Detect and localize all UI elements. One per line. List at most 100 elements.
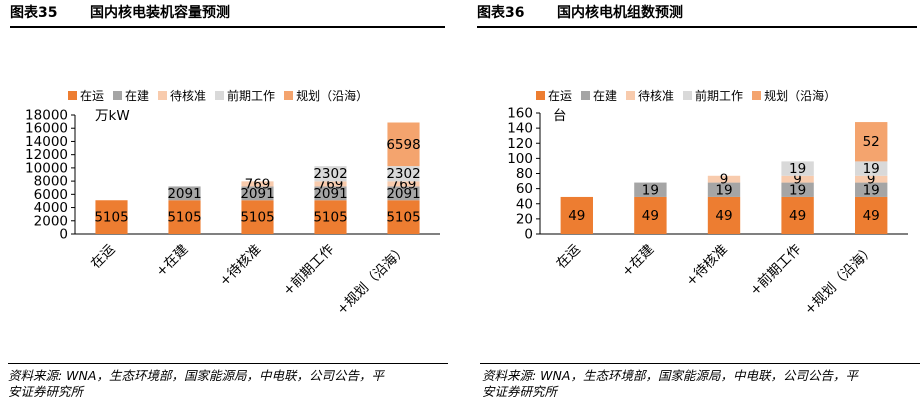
y-tick-label: 40 [516,196,533,212]
data-label: 5105 [240,210,274,226]
legend-swatch [284,91,294,100]
bar-segment [168,200,201,234]
legend-label: 规划（沿海） [296,89,369,103]
y-tick-label: 8000 [34,174,68,190]
bar-segment [707,175,741,183]
data-label: 2302 [313,166,347,182]
bar-segment [855,175,888,183]
x-tick-label: +在建 [153,242,191,280]
data-label: 19 [863,161,880,177]
legend-swatch [626,91,636,100]
bar-segment [855,196,888,234]
chart-legend: 在运 在建 待核准 前期工作 规划（沿海） [68,87,377,104]
bar-segment [241,181,274,187]
x-tick-label: +在建 [619,242,657,280]
legend-item: 规划（沿海） [284,87,368,104]
y-tick-label: 12000 [25,147,68,163]
data-label: 5105 [94,210,128,226]
legend-swatch [68,91,77,100]
y-tick-label: 80 [516,166,533,182]
source-line-1: 资料来源: WNA，生态环境部，国家能源局，中电联，公司公告，平 [482,368,858,383]
data-label: 49 [568,208,585,224]
data-label: 5105 [313,210,347,226]
bar-segment [781,196,814,234]
bar-segment [387,186,420,201]
bar-segment [241,186,274,201]
bar-segment [387,181,420,187]
y-tick-label: 0 [524,227,533,243]
figure-title-bar: 图表36 国内核电机组数预测 [477,0,917,28]
y-tick-label: 20 [516,211,533,227]
y-tick-label: 0 [59,227,68,243]
y-tick-label: 4000 [34,200,68,216]
bar-segment [387,200,420,234]
x-tick-label: 在运 [88,241,119,272]
bar-segment [241,200,274,234]
data-label: 6598 [386,137,420,153]
bar-segment [855,122,888,162]
legend-label: 在建 [593,89,618,103]
legend-item: 在运 [68,87,104,104]
data-label: 2302 [386,166,420,182]
figure-number: 图表36 [477,5,525,21]
y-tick-label: 140 [507,121,533,137]
data-label: 5105 [167,210,201,226]
chart-panel-capacity: 图表35 国内核电装机容量预测 在运 在建 待核准 前期工作 规划（沿海） 0 2000 4… [0,0,455,416]
source-note: 资料来源: WNA，生态环境部，国家能源局，中电联，公司公告，平 安证券研究所 [8,368,384,400]
source-divider [8,363,448,364]
y-tick-label: 18000 [25,108,68,124]
bar-segment [314,181,347,187]
data-label: 19 [715,182,732,198]
y-tick-label: 2000 [34,213,68,229]
legend-item: 在运 [536,87,572,104]
bar-segment [95,200,128,234]
y-tick-label: 100 [507,151,533,167]
data-label: 19 [863,182,880,198]
figure-title: 国内核电机组数预测 [557,5,683,21]
bar-segment [314,200,347,234]
y-unit-label: 台 [553,108,567,124]
data-label: 19 [642,182,659,198]
y-tick-label: 120 [507,136,533,152]
x-tick-label: 在运 [553,241,584,272]
figure-title-bar: 图表35 国内核电装机容量预测 [10,0,445,28]
legend-swatch [215,91,225,100]
bar-segment [314,186,347,201]
data-label: 52 [863,134,880,150]
data-label: 2091 [386,186,420,202]
bar-segment [168,186,201,201]
data-label: 9 [867,172,876,188]
figure-number: 图表35 [10,5,58,21]
chart-legend: 在运 在建 待核准 前期工作 规划（沿海） [536,87,845,104]
bar-segment [781,175,814,183]
legend-label: 在运 [548,89,573,103]
y-tick-label: 16000 [25,121,68,137]
data-label: 19 [789,161,806,177]
y-tick-label: 6000 [34,187,68,203]
legend-swatch [752,91,762,100]
data-label: 2091 [240,186,274,202]
x-tick-label: +待核准 [683,242,731,290]
legend-item: 在建 [113,87,149,104]
legend-item: 前期工作 [683,87,743,104]
legend-swatch [581,91,591,100]
legend-label: 在建 [125,89,150,103]
bar-segment [855,161,888,176]
source-line-1: 资料来源: WNA，生态环境部，国家能源局，中电联，公司公告，平 [8,368,384,383]
y-tick-label: 10000 [25,160,68,176]
legend-swatch [113,91,123,100]
x-tick-label: +规划（沿海） [334,242,411,319]
data-label: 2091 [167,186,201,202]
bar-segment [707,196,741,234]
legend-swatch [536,91,545,100]
source-note: 资料来源: WNA，生态环境部，国家能源局，中电联，公司公告，平 安证券研究所 [482,368,858,400]
legend-item: 在建 [581,87,617,104]
bar-segment [781,182,814,197]
figure-title: 国内核电装机容量预测 [90,5,230,21]
data-label: 769 [245,176,271,192]
bar-segment [387,122,420,167]
x-tick-label: +前期工作 [279,241,337,299]
data-label: 9 [720,172,729,188]
y-tick-label: 14000 [25,134,68,150]
